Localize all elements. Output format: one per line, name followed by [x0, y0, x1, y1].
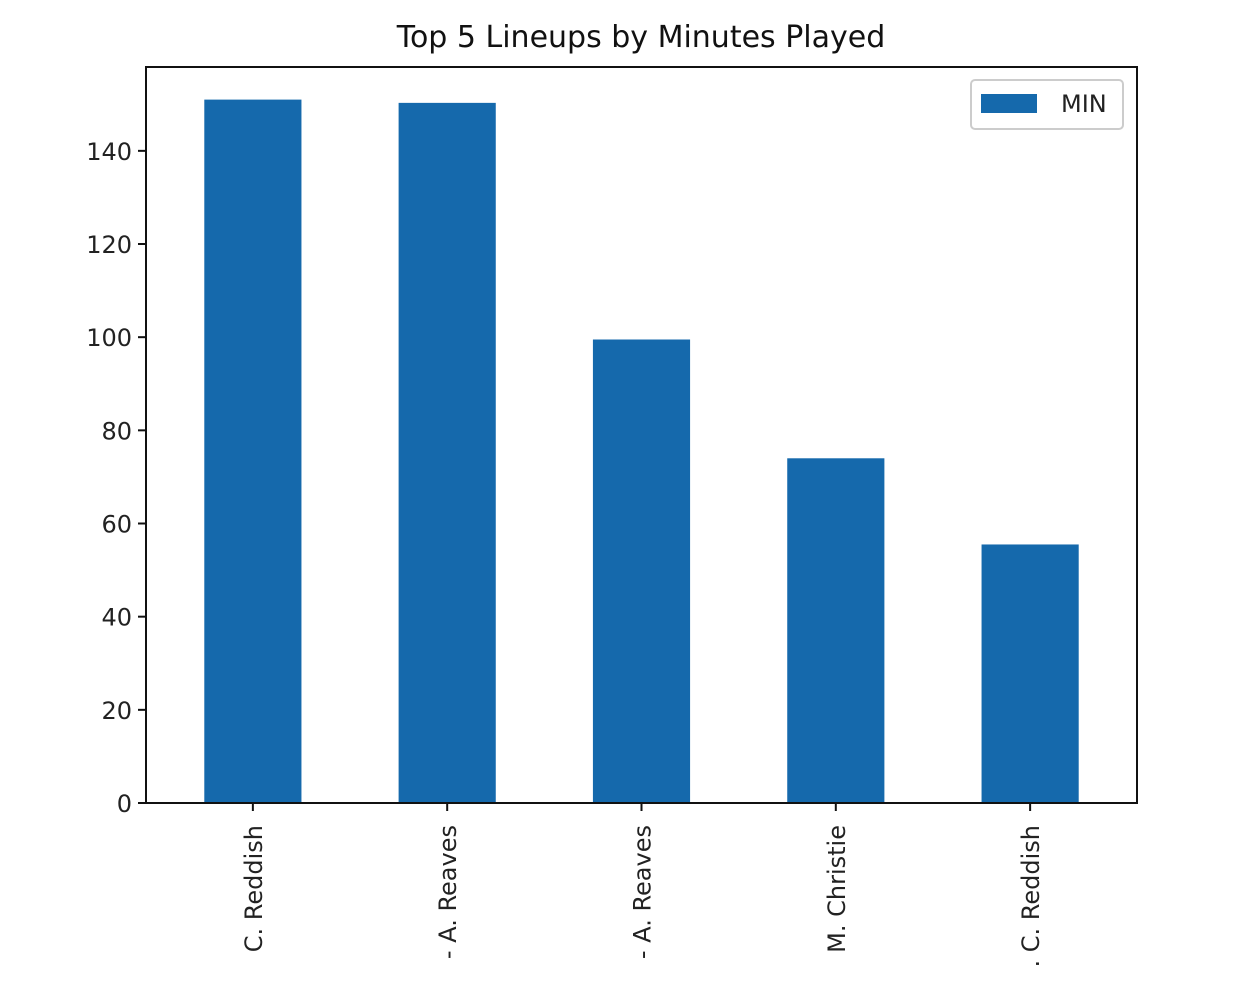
- x-tick-label: - A. Reaves: [629, 825, 657, 959]
- legend-box: [970, 79, 1124, 130]
- legend-label: MIN: [1061, 90, 1107, 118]
- y-axis: 0 20 40 60 80 100 120 140: [86, 138, 146, 818]
- y-tick-label: 100: [86, 324, 132, 352]
- legend: MIN: [970, 79, 1124, 130]
- y-tick-label: 0: [117, 790, 132, 818]
- x-axis: C. Reddish - A. Reaves - A. Reaves M. Chris…: [240, 803, 1045, 968]
- y-tick-label: 120: [86, 231, 132, 259]
- y-tick-label: 40: [101, 604, 132, 632]
- x-tick-label: - A. Reaves: [434, 825, 462, 959]
- y-tick-label: 60: [101, 511, 132, 539]
- y-tick-label: 80: [101, 417, 132, 445]
- y-tick-label: 140: [86, 138, 132, 166]
- x-tick-label: . C. Reddish: [1017, 825, 1045, 968]
- bar-5: [981, 544, 1079, 803]
- bar-1: [204, 99, 302, 803]
- y-tick-label: 20: [101, 697, 132, 725]
- x-tick-label: M. Christie: [823, 825, 851, 953]
- chart-title: Top 5 Lineups by Minutes Played: [396, 20, 886, 55]
- bars-layer: [204, 99, 1079, 804]
- bar-4: [787, 458, 885, 803]
- bar-3: [592, 339, 691, 803]
- x-tick-label: C. Reddish: [240, 825, 268, 952]
- bar-2: [398, 102, 496, 804]
- legend-swatch: [981, 94, 1037, 113]
